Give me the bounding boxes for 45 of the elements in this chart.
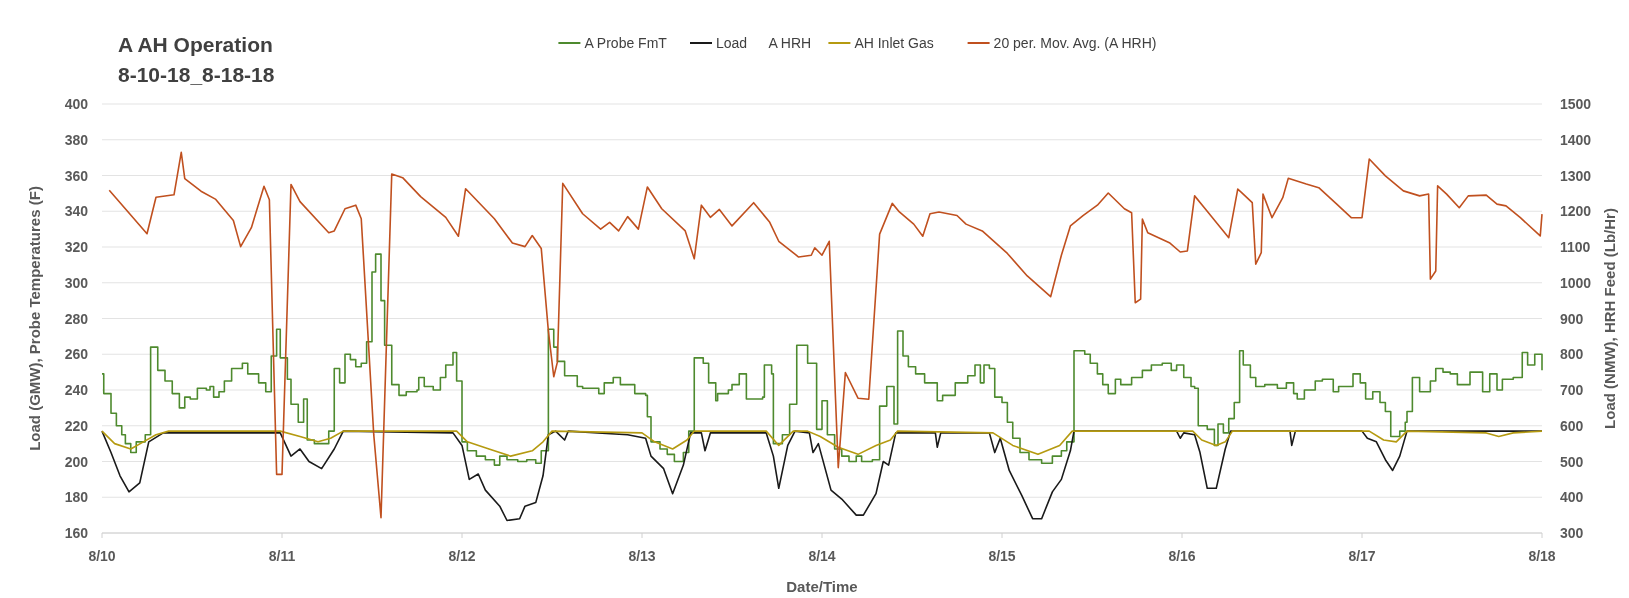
x-tick-label: 8/13: [628, 548, 656, 564]
x-tick-label: 8/15: [988, 548, 1016, 564]
y-axis-title: Load (GMW), Probe Temperatures (F): [26, 186, 43, 451]
y2-tick-label: 900: [1560, 310, 1584, 327]
chart-title: A AH Operation: [118, 33, 273, 56]
text: A HRH: [768, 35, 812, 51]
x-tick-label: 8/11: [268, 548, 296, 564]
y2-tick-label: 1200: [1560, 203, 1592, 220]
y2-axis-title: Load (NMW), HRH Feed (Lb/Hr): [1601, 208, 1618, 429]
y-tick-label: 400: [64, 96, 89, 112]
chart-subtitle: 8-10-18_8-18-18: [118, 63, 275, 86]
legend-label: A Probe FmT: [584, 35, 668, 51]
y2-tick-label: 1500: [1560, 96, 1592, 112]
y-tick-label: 300: [64, 274, 89, 291]
y-tick-label: 280: [64, 310, 89, 327]
y2-tick-label: 1300: [1560, 167, 1592, 184]
y2-tick-label: 500: [1560, 453, 1584, 470]
y-tick-label: 260: [64, 346, 89, 363]
legend-label: 20 per. Mov. Avg. (A HRH): [993, 35, 1157, 51]
y-tick-label: 180: [64, 489, 89, 506]
y-tick-label: 340: [64, 203, 89, 220]
y2-tick-label: 400: [1560, 489, 1584, 506]
x-tick-label: 8/16: [1168, 548, 1196, 564]
y2-tick-label: 1400: [1560, 131, 1592, 148]
y-tick-label: 220: [64, 417, 89, 434]
y-tick-label: 200: [64, 453, 89, 470]
x-tick-label: 8/18: [1528, 548, 1556, 564]
y-tick-label: 240: [64, 382, 89, 398]
y2-tick-label: 600: [1560, 417, 1584, 434]
y-tick-label: 320: [64, 239, 89, 255]
y2-tick-label: 1000: [1560, 274, 1592, 291]
x-tick-label: 8/12: [448, 548, 476, 564]
y2-tick-label: 800: [1560, 346, 1584, 363]
y-tick-label: 160: [64, 525, 89, 541]
x-tick-label: 8/14: [808, 548, 836, 564]
legend-label: AH Inlet Gas: [854, 35, 934, 51]
y2-tick-label: 1100: [1560, 239, 1591, 255]
y-tick-label: 360: [64, 167, 89, 184]
y-tick-label: 380: [64, 131, 89, 148]
y2-tick-label: 700: [1560, 382, 1584, 398]
x-tick-label: 8/10: [88, 548, 116, 564]
x-tick-label: 8/17: [1348, 548, 1376, 564]
y2-tick-label: 300: [1560, 525, 1584, 541]
x-axis-title: Date/Time: [786, 578, 858, 595]
legend-label: Load: [716, 35, 748, 51]
